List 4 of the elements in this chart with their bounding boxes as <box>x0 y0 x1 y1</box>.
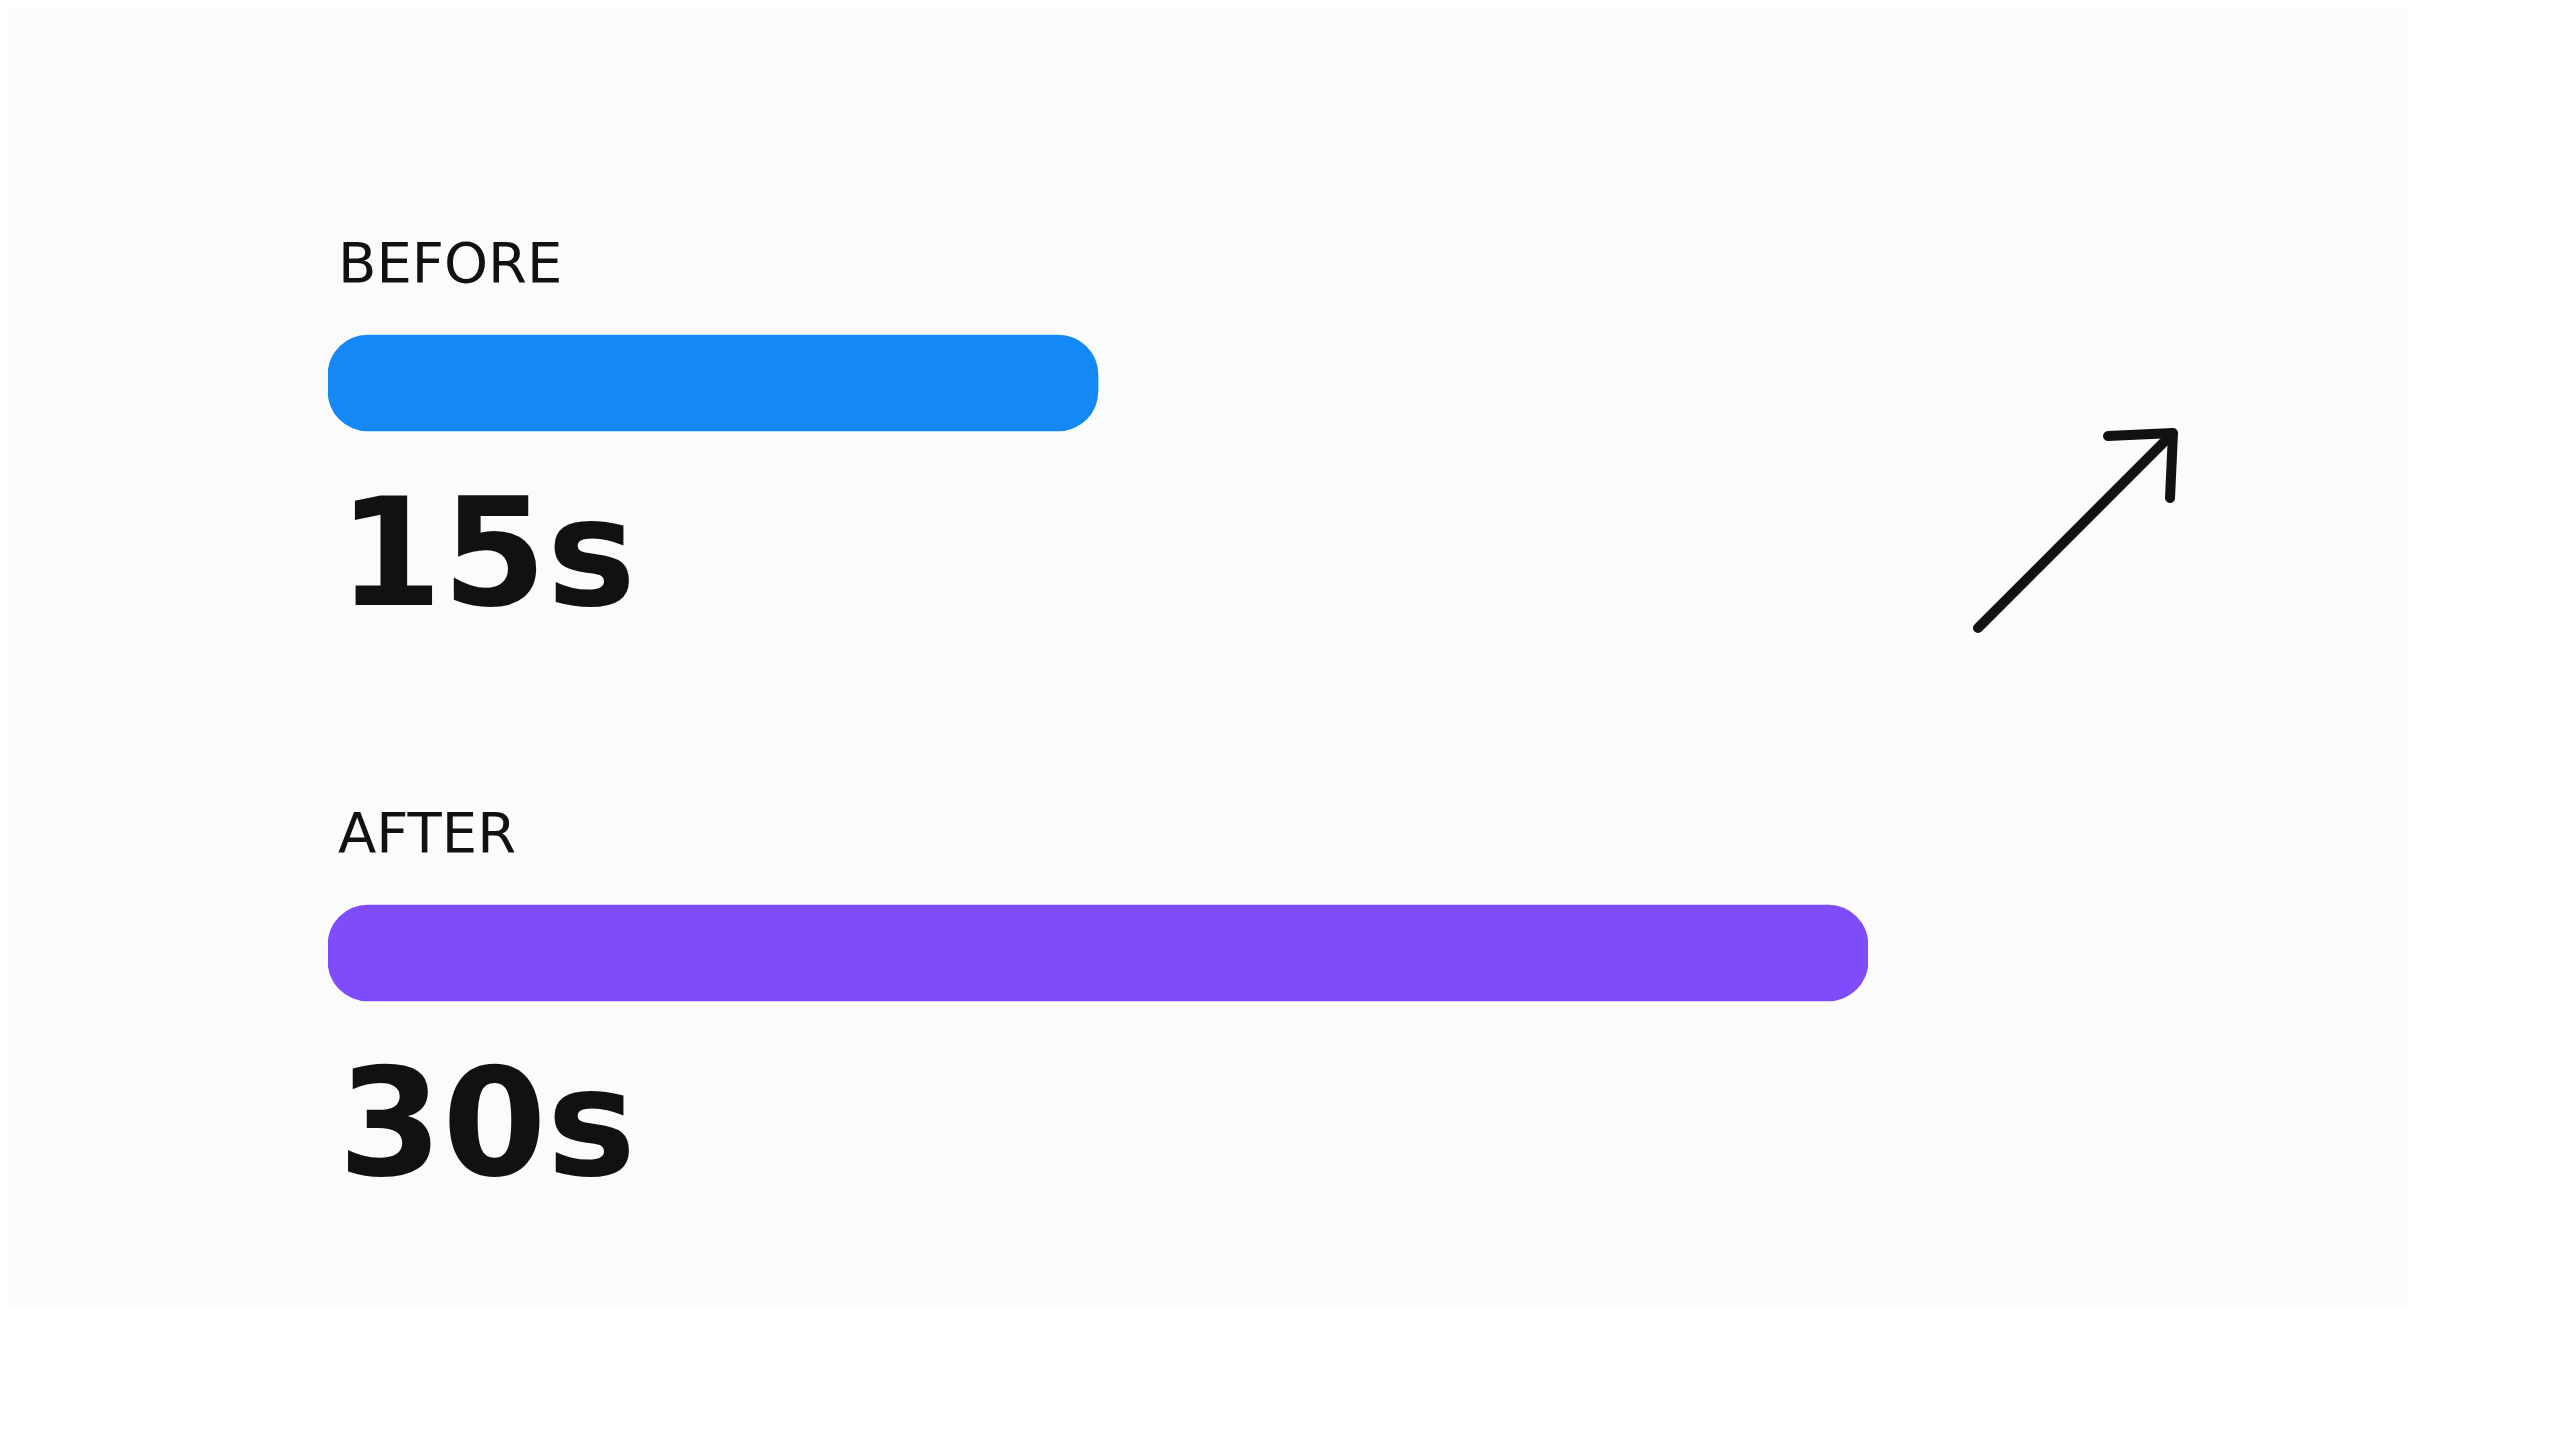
y-tick-label: AFTER <box>338 799 517 865</box>
y-tick-label: BEFORE <box>338 229 563 295</box>
data-label: 30s <box>338 1035 637 1210</box>
data-label: 15s <box>338 465 637 640</box>
